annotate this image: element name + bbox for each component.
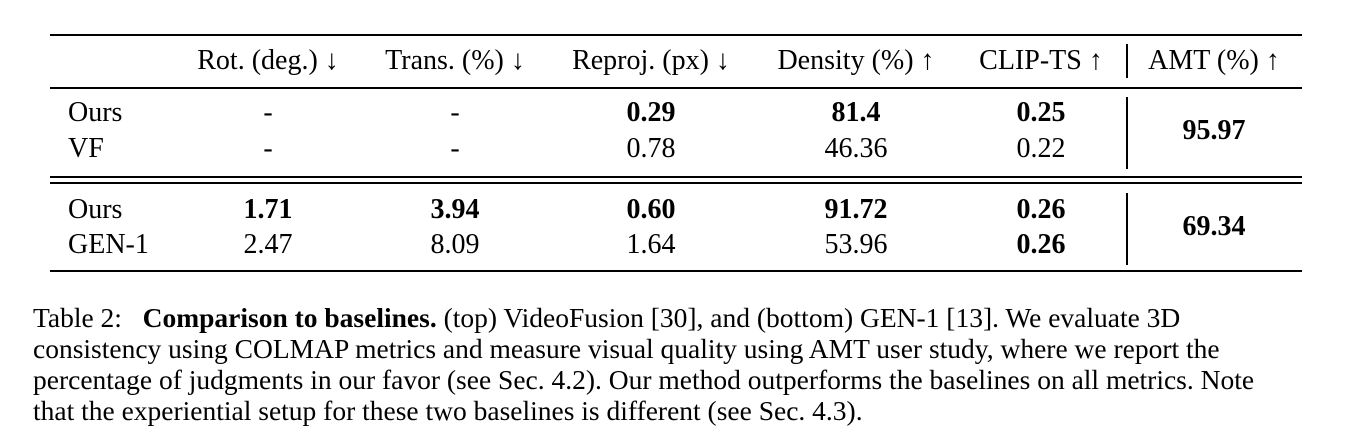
- rot-cell: -: [263, 133, 273, 164]
- caption-line-1: Table 2: Comparison to baselines. (top) …: [33, 302, 1323, 333]
- clip-cell: 0.26: [1016, 229, 1066, 260]
- density-cell: 46.36: [824, 133, 888, 164]
- header-rot: Rot. (deg.) ↓: [197, 45, 339, 76]
- rot-cell: 1.71: [243, 194, 293, 225]
- trans-cell: 8.09: [430, 229, 480, 260]
- method-cell: Ours: [68, 97, 123, 128]
- header-rule: [50, 87, 1302, 89]
- caption-line-4: that the experiential setup for these tw…: [33, 395, 863, 426]
- caption-line-1-text: (top) VideoFusion [30], and (bottom) GEN…: [436, 302, 1181, 333]
- density-cell: 81.4: [831, 97, 881, 128]
- rot-cell: 2.47: [243, 229, 293, 260]
- trans-cell: 3.94: [430, 194, 480, 225]
- top-rule: [50, 34, 1302, 36]
- caption-line-2: consistency using COLMAP metrics and mea…: [33, 333, 1220, 364]
- table-caption: Table 2: Comparison to baselines. (top) …: [33, 302, 1323, 426]
- amt-separator-top: [1126, 97, 1128, 169]
- reproj-cell: 0.60: [626, 194, 676, 225]
- amt-separator-header: [1126, 44, 1128, 78]
- amt-cell-top: 95.97: [1182, 115, 1246, 146]
- density-cell: 53.96: [824, 229, 888, 260]
- header-clip: CLIP-TS ↑: [979, 45, 1103, 76]
- caption-title: Comparison to baselines.: [142, 302, 437, 333]
- trans-cell: -: [450, 97, 460, 128]
- method-cell: GEN-1: [68, 229, 149, 260]
- header-reproj: Reproj. (px) ↓: [572, 45, 730, 76]
- amt-cell-bottom: 69.34: [1182, 211, 1246, 242]
- bottom-rule: [50, 270, 1302, 272]
- trans-cell: -: [450, 133, 460, 164]
- double-rule-top: [50, 176, 1302, 178]
- reproj-cell: 0.29: [626, 97, 676, 128]
- density-cell: 91.72: [824, 194, 888, 225]
- clip-cell: 0.26: [1016, 194, 1066, 225]
- amt-separator-bottom: [1126, 193, 1128, 265]
- method-cell: Ours: [68, 194, 123, 225]
- caption-label: Table 2:: [33, 302, 122, 333]
- header-trans: Trans. (%) ↓: [385, 45, 525, 76]
- header-amt: AMT (%) ↑: [1148, 45, 1280, 76]
- clip-cell: 0.22: [1016, 133, 1066, 164]
- method-cell: VF: [68, 133, 104, 164]
- reproj-cell: 1.64: [626, 229, 676, 260]
- header-density: Density (%) ↑: [777, 45, 935, 76]
- rot-cell: -: [263, 97, 273, 128]
- double-rule-bottom: [50, 182, 1302, 184]
- clip-cell: 0.25: [1016, 97, 1066, 128]
- reproj-cell: 0.78: [626, 133, 676, 164]
- caption-line-3: percentage of judgments in our favor (se…: [33, 364, 1255, 395]
